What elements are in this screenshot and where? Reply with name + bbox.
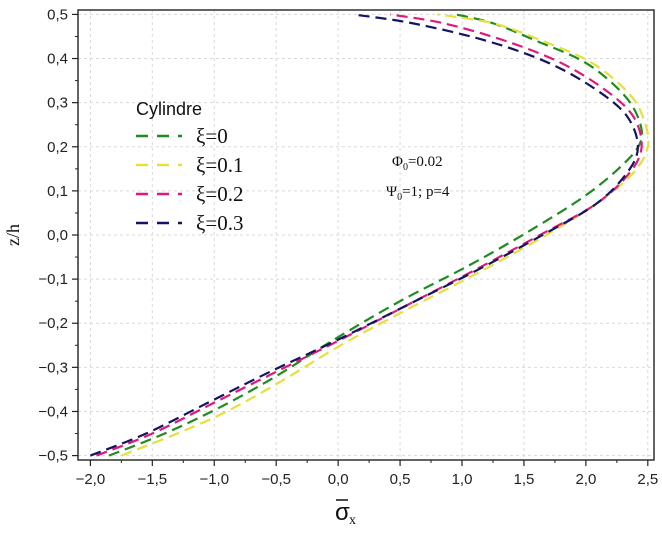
annotation-1-rest: =0.02: [408, 154, 443, 170]
x-tick-label: 2,0: [575, 471, 596, 488]
x-axis-title-main: σ: [335, 499, 350, 526]
legend-title: Cylindre: [136, 99, 202, 119]
annotation-2-sub: 0: [397, 192, 402, 203]
x-tick-label: 0,0: [328, 471, 349, 488]
y-tick-label: 0,0: [47, 227, 68, 244]
legend: Cylindre ξ=0 ξ=0.1 ξ=0.2 ξ=0.3: [136, 99, 243, 235]
y-tick-label: 0,5: [47, 6, 68, 23]
x-tick-label: 0,5: [390, 471, 411, 488]
annotation-1-main: Φ: [392, 154, 403, 170]
legend-label-0: ξ=0: [196, 124, 228, 148]
x-axis-title: σ x: [335, 499, 356, 528]
annotation-1-sub: 0: [403, 162, 408, 173]
y-axis-title: z/h: [3, 224, 23, 246]
y-tick-label: −0,3: [38, 359, 68, 376]
y-tick-label: 0,2: [47, 139, 68, 156]
y-tick-label: −0,1: [38, 271, 68, 288]
y-tick-label: −0,5: [38, 448, 68, 465]
x-axis-title-sub: x: [349, 513, 356, 528]
y-tick-label: −0,4: [38, 403, 68, 420]
x-tick-label: −2,0: [76, 471, 106, 488]
x-tick-label: −0,5: [261, 471, 291, 488]
y-tick-label: 0,1: [47, 183, 68, 200]
series-layer: [89, 13, 650, 457]
grid: [78, 10, 654, 460]
legend-label-1: ξ=0.1: [196, 153, 243, 177]
series-line-3: [89, 13, 640, 457]
legend-label-3: ξ=0.3: [196, 211, 243, 235]
annotation: Φ0=0.02 Ψ0=1; p=4: [386, 154, 450, 203]
x-tick-label: −1,0: [199, 471, 229, 488]
annotation-line-1: Φ0=0.02: [392, 154, 443, 173]
annotation-line-2: Ψ0=1; p=4: [386, 184, 450, 203]
y-tick-label: 0,3: [47, 95, 68, 112]
axis-ticks: −2,0 −1,5 −1,0 −0,5 0,0 0,5 1,0 1,5 2,0 2,5 −0,5 −0…: [38, 6, 658, 488]
x-tick-label: 2,5: [637, 471, 658, 488]
y-tick-label: −0,2: [38, 315, 68, 332]
annotation-2-rest: =1; p=4: [402, 184, 450, 200]
annotation-2-main: Ψ: [386, 184, 398, 200]
x-tick-label: 1,0: [452, 471, 473, 488]
legend-label-2: ξ=0.2: [196, 182, 243, 206]
y-tick-label: 0,4: [47, 51, 68, 68]
x-tick-label: 1,5: [514, 471, 535, 488]
series-line-0: [108, 13, 644, 457]
x-tick-label: −1,5: [138, 471, 168, 488]
